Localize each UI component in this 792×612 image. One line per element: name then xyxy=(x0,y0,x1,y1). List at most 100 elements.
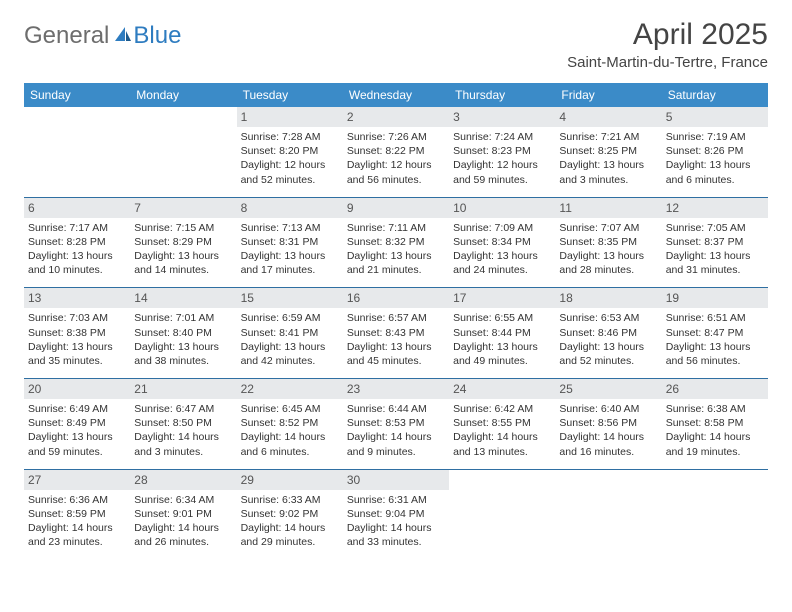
day-details: Sunrise: 7:19 AMSunset: 8:26 PMDaylight:… xyxy=(666,130,764,187)
day-cell xyxy=(662,470,768,560)
dow-tue: Tuesday xyxy=(237,83,343,107)
day-details: Sunrise: 7:17 AMSunset: 8:28 PMDaylight:… xyxy=(28,221,126,278)
sunset-text: Sunset: 9:04 PM xyxy=(347,507,445,521)
daylight-text: Daylight: 13 hours and 35 minutes. xyxy=(28,340,126,368)
day-details: Sunrise: 6:44 AMSunset: 8:53 PMDaylight:… xyxy=(347,402,445,459)
sunset-text: Sunset: 9:02 PM xyxy=(241,507,339,521)
daylight-text: Daylight: 12 hours and 52 minutes. xyxy=(241,158,339,186)
dow-thu: Thursday xyxy=(449,83,555,107)
day-details: Sunrise: 7:07 AMSunset: 8:35 PMDaylight:… xyxy=(559,221,657,278)
day-cell: 9Sunrise: 7:11 AMSunset: 8:32 PMDaylight… xyxy=(343,198,449,288)
sunset-text: Sunset: 8:26 PM xyxy=(666,144,764,158)
day-details: Sunrise: 6:59 AMSunset: 8:41 PMDaylight:… xyxy=(241,311,339,368)
sunset-text: Sunset: 8:55 PM xyxy=(453,416,551,430)
sunrise-text: Sunrise: 7:09 AM xyxy=(453,221,551,235)
sunrise-text: Sunrise: 7:01 AM xyxy=(134,311,232,325)
week-row: 20Sunrise: 6:49 AMSunset: 8:49 PMDayligh… xyxy=(24,379,768,469)
day-cell: 6 Sunrise: 7:17 AMSunset: 8:28 PMDaylight… xyxy=(24,198,130,288)
daylight-text: Daylight: 13 hours and 14 minutes. xyxy=(134,249,232,277)
day-cell: 12Sunrise: 7:05 AMSunset: 8:37 PMDayligh… xyxy=(662,198,768,288)
sunset-text: Sunset: 8:32 PM xyxy=(347,235,445,249)
day-number: 10 xyxy=(449,198,555,218)
day-cell xyxy=(555,470,661,560)
sunset-text: Sunset: 8:43 PM xyxy=(347,326,445,340)
sunset-text: Sunset: 9:01 PM xyxy=(134,507,232,521)
daylight-text: Daylight: 14 hours and 26 minutes. xyxy=(134,521,232,549)
sunrise-text: Sunrise: 6:31 AM xyxy=(347,493,445,507)
day-number: 27 xyxy=(24,470,130,490)
daylight-text: Daylight: 14 hours and 16 minutes. xyxy=(559,430,657,458)
sunset-text: Sunset: 8:44 PM xyxy=(453,326,551,340)
day-number: 1 xyxy=(237,107,343,127)
sunset-text: Sunset: 8:37 PM xyxy=(666,235,764,249)
day-cell: 17Sunrise: 6:55 AMSunset: 8:44 PMDayligh… xyxy=(449,288,555,378)
daylight-text: Daylight: 14 hours and 6 minutes. xyxy=(241,430,339,458)
sunset-text: Sunset: 8:50 PM xyxy=(134,416,232,430)
day-number: 23 xyxy=(343,379,449,399)
sunrise-text: Sunrise: 6:45 AM xyxy=(241,402,339,416)
day-cell: 3Sunrise: 7:24 AMSunset: 8:23 PMDaylight… xyxy=(449,107,555,197)
day-number: 25 xyxy=(555,379,661,399)
title-month: April 2025 xyxy=(567,18,768,52)
daylight-text: Daylight: 13 hours and 49 minutes. xyxy=(453,340,551,368)
day-cell: 14Sunrise: 7:01 AMSunset: 8:40 PMDayligh… xyxy=(130,288,236,378)
daylight-text: Daylight: 13 hours and 56 minutes. xyxy=(666,340,764,368)
day-details: Sunrise: 6:51 AMSunset: 8:47 PMDaylight:… xyxy=(666,311,764,368)
day-number: 8 xyxy=(237,198,343,218)
daylight-text: Daylight: 13 hours and 21 minutes. xyxy=(347,249,445,277)
daylight-text: Daylight: 13 hours and 45 minutes. xyxy=(347,340,445,368)
daylight-text: Daylight: 13 hours and 17 minutes. xyxy=(241,249,339,277)
sunset-text: Sunset: 8:49 PM xyxy=(28,416,126,430)
sunrise-text: Sunrise: 7:07 AM xyxy=(559,221,657,235)
dow-fri: Friday xyxy=(555,83,661,107)
day-details: Sunrise: 6:40 AMSunset: 8:56 PMDaylight:… xyxy=(559,402,657,459)
daylight-text: Daylight: 14 hours and 13 minutes. xyxy=(453,430,551,458)
sunset-text: Sunset: 8:23 PM xyxy=(453,144,551,158)
day-cell: 2Sunrise: 7:26 AMSunset: 8:22 PMDaylight… xyxy=(343,107,449,197)
dow-sat: Saturday xyxy=(662,83,768,107)
week-row: 13Sunrise: 7:03 AMSunset: 8:38 PMDayligh… xyxy=(24,288,768,378)
daylight-text: Daylight: 13 hours and 10 minutes. xyxy=(28,249,126,277)
day-number: 6 xyxy=(24,198,130,218)
sunset-text: Sunset: 8:38 PM xyxy=(28,326,126,340)
day-number: 30 xyxy=(343,470,449,490)
day-number: 29 xyxy=(237,470,343,490)
sunset-text: Sunset: 8:35 PM xyxy=(559,235,657,249)
title-location: Saint-Martin-du-Tertre, France xyxy=(567,54,768,71)
daylight-text: Daylight: 14 hours and 9 minutes. xyxy=(347,430,445,458)
day-cell: 13Sunrise: 7:03 AMSunset: 8:38 PMDayligh… xyxy=(24,288,130,378)
sunrise-text: Sunrise: 7:03 AM xyxy=(28,311,126,325)
day-details: Sunrise: 6:33 AMSunset: 9:02 PMDaylight:… xyxy=(241,493,339,550)
day-cell: 24Sunrise: 6:42 AMSunset: 8:55 PMDayligh… xyxy=(449,379,555,469)
day-cell: 15 Sunrise: 6:59 AMSunset: 8:41 PMDayligh… xyxy=(237,288,343,378)
sunrise-text: Sunrise: 6:34 AM xyxy=(134,493,232,507)
sunrise-text: Sunrise: 6:44 AM xyxy=(347,402,445,416)
day-details: Sunrise: 6:57 AMSunset: 8:43 PMDaylight:… xyxy=(347,311,445,368)
day-cell: 27Sunrise: 6:36 AMSunset: 8:59 PMDayligh… xyxy=(24,470,130,560)
day-number: 18 xyxy=(555,288,661,308)
day-number: 15 xyxy=(237,288,343,308)
daylight-text: Daylight: 14 hours and 29 minutes. xyxy=(241,521,339,549)
sunrise-text: Sunrise: 6:36 AM xyxy=(28,493,126,507)
day-number: 7 xyxy=(130,198,236,218)
day-cell: 11 Sunrise: 7:07 AMSunset: 8:35 PMDayligh… xyxy=(555,198,661,288)
day-number: 22 xyxy=(237,379,343,399)
title-block: April 2025 Saint-Martin-du-Tertre, Franc… xyxy=(567,18,768,71)
day-details: Sunrise: 7:01 AMSunset: 8:40 PMDaylight:… xyxy=(134,311,232,368)
sunset-text: Sunset: 8:41 PM xyxy=(241,326,339,340)
brand-part2: Blue xyxy=(133,22,181,50)
daylight-text: Daylight: 13 hours and 42 minutes. xyxy=(241,340,339,368)
day-number: 9 xyxy=(343,198,449,218)
sunrise-text: Sunrise: 7:15 AM xyxy=(134,221,232,235)
day-cell: 29 Sunrise: 6:33 AMSunset: 9:02 PMDayligh… xyxy=(237,470,343,560)
day-cell: 18Sunrise: 6:53 AMSunset: 8:46 PMDayligh… xyxy=(555,288,661,378)
day-number: 28 xyxy=(130,470,236,490)
calendar-page: GeneralBlue April 2025 Saint-Martin-du-T… xyxy=(0,0,792,577)
day-number: 17 xyxy=(449,288,555,308)
day-number: 19 xyxy=(662,288,768,308)
day-cell: 26Sunrise: 6:38 AMSunset: 8:58 PMDayligh… xyxy=(662,379,768,469)
dow-sun: Sunday xyxy=(24,83,130,107)
daylight-text: Daylight: 13 hours and 52 minutes. xyxy=(559,340,657,368)
daylight-text: Daylight: 13 hours and 28 minutes. xyxy=(559,249,657,277)
day-number: 11 xyxy=(555,198,661,218)
